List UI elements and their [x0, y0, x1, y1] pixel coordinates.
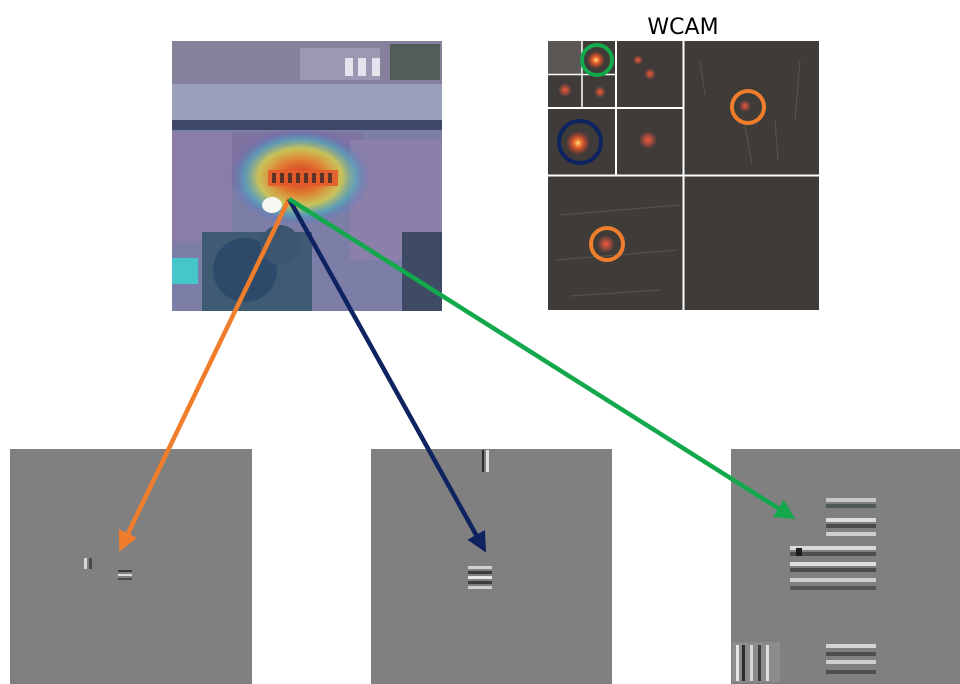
reconstruction-navy [371, 449, 612, 684]
navy-highlight-circle [557, 119, 603, 165]
reconstruction-green [731, 449, 960, 684]
orange-arrow [118, 198, 292, 552]
navy-arrow [287, 197, 486, 553]
wcam-title: WCAM [647, 15, 718, 40]
green-arrow [287, 197, 796, 520]
green-highlight-circle [580, 43, 614, 77]
orange-highlight-circle [730, 89, 766, 125]
wcam-map [548, 41, 819, 310]
source-image [172, 41, 442, 311]
reconstruction-orange [10, 449, 252, 684]
orange-highlight-circle [589, 226, 625, 262]
